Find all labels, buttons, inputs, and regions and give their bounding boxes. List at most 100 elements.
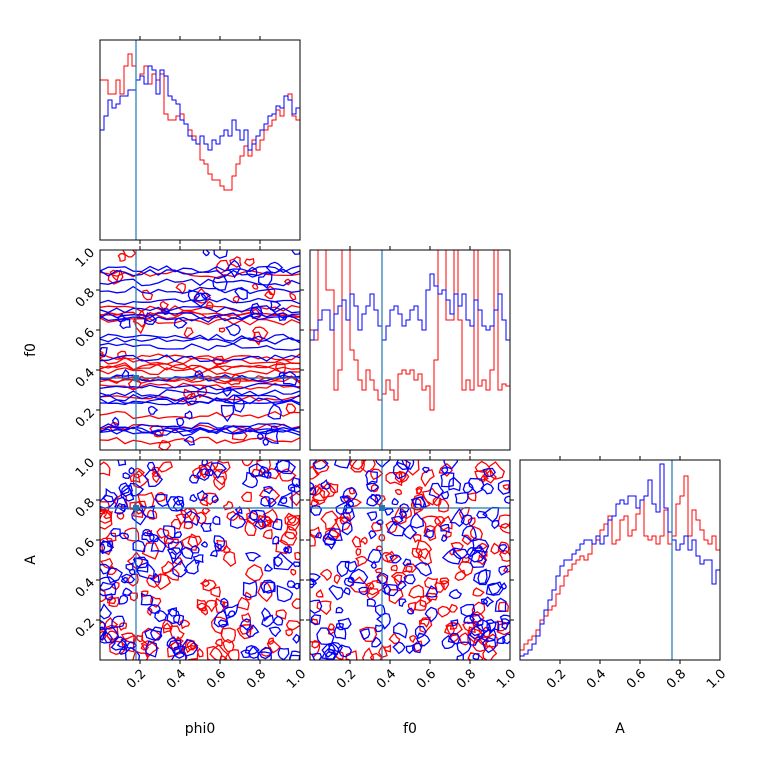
contour-series-1 [366,494,379,507]
contour-series-0 [354,555,368,568]
contour-series-0 [135,634,144,643]
contour-band-series-0 [100,410,300,420]
contour-series-1 [476,510,488,519]
contour-series-1 [187,289,201,303]
contour-series-1 [366,598,377,608]
contour-series-1 [499,614,510,625]
contour-series-1 [486,621,500,635]
contour-series-1 [102,487,118,503]
contour-series-1 [407,607,415,615]
panel-frame [99,39,301,241]
contour-series-1 [183,435,195,446]
contour-series-0 [407,601,416,614]
x-tick-label: 0.8 [454,667,479,692]
contour-series-0 [278,468,297,482]
contour-series-1 [321,643,336,658]
contour-series-0 [262,529,273,540]
contour-series-1 [192,554,204,565]
contour-series-1 [248,509,267,523]
contour-series-1 [466,547,477,558]
contour-band-series-1 [100,337,300,345]
contour-series-1 [370,560,377,569]
contour-series-1 [391,497,399,506]
contour-series-0 [100,461,111,477]
contour-series-1 [225,323,241,337]
contour-series-0 [458,506,471,520]
contour-series-1 [482,636,497,654]
contour-series-0 [264,290,275,300]
contour-series-1 [310,481,315,493]
contour-series-1 [173,531,183,539]
contour-series-1 [452,547,469,560]
contour-band-series-1 [100,422,300,430]
contour-series-0 [457,560,474,577]
contour-series-1 [146,461,156,471]
contour-series-1 [469,613,484,626]
contour-series-0 [279,531,298,546]
contour-series-1 [367,548,383,564]
contour-series-0 [223,544,231,553]
contour-series-1 [495,635,506,645]
contour-series-1 [480,629,497,643]
histogram-series-0 [99,53,300,240]
contour-series-1 [100,494,115,509]
contour-series-0 [226,510,240,521]
contour-series-0 [100,508,113,530]
contour-series-0 [275,362,286,374]
contour-series-0 [366,586,380,601]
contour-series-1 [204,468,214,477]
contour-series-1 [240,649,250,659]
contour-series-1 [503,495,510,504]
contour-series-0 [374,567,383,574]
contour-series-1 [212,275,228,291]
contour-series-1 [245,624,260,638]
contour-series-0 [244,564,264,582]
contour-series-0 [320,510,339,531]
contour-series-1 [172,559,188,578]
contour-series-1 [287,483,296,492]
contour-series-1 [310,578,318,589]
contour-series-1 [276,584,294,603]
contour-series-1 [254,518,267,530]
contour-series-1 [194,370,205,380]
contour-series-1 [118,532,130,540]
contour-series-1 [272,518,283,531]
contour-series-0 [175,513,187,527]
contour-series-1 [392,641,406,655]
contour-series-0 [423,525,437,542]
contour-series-0 [219,655,228,660]
contour-series-1 [358,586,369,596]
contour-band-series-0 [100,352,300,361]
contour-series-1 [282,370,298,386]
contour-series-1 [118,594,129,605]
contour-series-0 [311,639,320,649]
contour-series-1 [143,468,164,488]
contour-series-1 [341,521,353,536]
contour-series-0 [108,596,120,607]
contour-series-0 [327,623,336,631]
contour-band-series-0 [100,382,300,391]
contour-series-1 [392,461,409,480]
contour-series-1 [428,482,445,499]
contour-series-1 [424,585,439,598]
contour-series-1 [290,483,300,494]
contour-series-0 [183,507,198,523]
contour-series-0 [414,599,427,611]
contour-series-0 [310,465,320,480]
contour-series-1 [461,524,477,543]
contour-series-0 [449,622,458,630]
y-axis-label-A: A [23,555,39,565]
contour-series-0 [415,540,433,560]
y-tick-label: 0.6 [73,535,98,560]
y-tick-label: 1.0 [73,245,98,270]
contour-series-0 [132,469,150,489]
contour-series-1 [121,587,133,597]
contour-series-0 [205,301,214,309]
contour-series-1 [494,597,507,612]
contour-series-0 [171,518,183,530]
contour-band-series-0 [100,304,300,313]
contour-series-1 [440,534,448,542]
contour-series-1 [311,652,323,660]
contour-series-1 [310,614,322,626]
contour-series-1 [144,628,163,641]
